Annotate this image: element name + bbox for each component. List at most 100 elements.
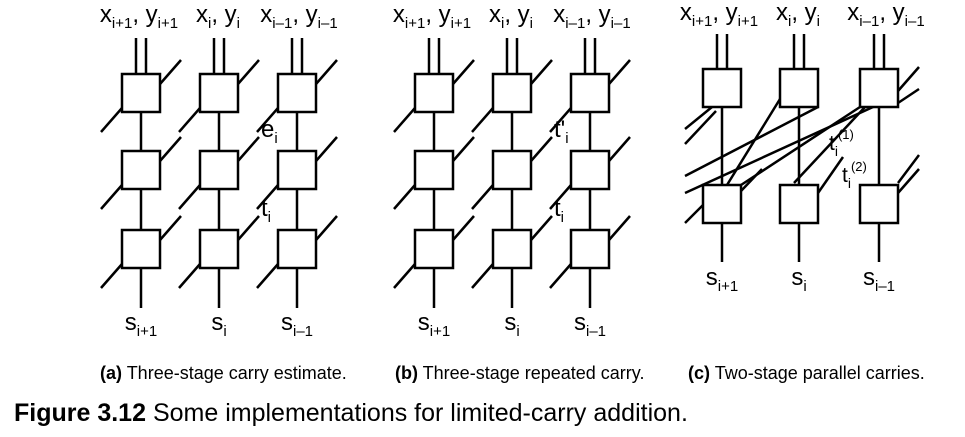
- input-label: xi, yi: [489, 1, 533, 32]
- carry-wire: [608, 59, 631, 85]
- carry-wire: [315, 59, 338, 85]
- carry-wire: [393, 107, 416, 133]
- carry-wire: [897, 66, 920, 92]
- cell-b: [569, 149, 611, 191]
- carry-wire: [549, 184, 572, 210]
- figure-number: Figure 3.12: [14, 399, 146, 427]
- cell-a: [120, 149, 162, 191]
- carry-wire: [684, 105, 819, 178]
- carry-wire: [530, 59, 553, 85]
- carry-wire: [237, 59, 260, 85]
- carry-wire: [684, 106, 713, 130]
- carry-wire: [256, 184, 279, 210]
- circuit-cells: [120, 67, 900, 270]
- carry-wire: [178, 263, 201, 289]
- carry-wire: [684, 110, 717, 145]
- caption-c-letter: (c): [688, 363, 710, 383]
- caption-c: (c) Two-stage parallel carries.: [688, 363, 925, 384]
- input-label: xi+1, yi+1: [680, 0, 758, 30]
- carry-wire: [452, 215, 475, 241]
- carry-wire: [816, 156, 845, 194]
- carry-wire: [793, 106, 866, 184]
- cell-c: [858, 67, 900, 109]
- carry-wire: [897, 87, 920, 105]
- input-label: xi+1, yi+1: [100, 1, 178, 32]
- carry-wire: [471, 107, 494, 133]
- carry-wire: [237, 136, 260, 162]
- input-label: xi–1, yi–1: [847, 0, 924, 30]
- output-label: si–1: [574, 309, 606, 340]
- carry-wire: [452, 59, 475, 85]
- input-label: xi–1, yi–1: [260, 1, 337, 32]
- caption-a-text: Three-stage carry estimate.: [126, 363, 347, 383]
- signal-label: ti(1): [829, 127, 854, 159]
- input-label: xi, yi: [196, 1, 240, 32]
- cell-b: [413, 72, 455, 114]
- caption-a: (a) Three-stage carry estimate.: [100, 363, 347, 384]
- signal-label: t'i: [554, 116, 569, 147]
- cell-b: [413, 149, 455, 191]
- caption-b: (b) Three-stage repeated carry.: [395, 363, 644, 384]
- carry-wire: [530, 215, 553, 241]
- carry-wire: [549, 107, 572, 133]
- carry-wire: [315, 215, 338, 241]
- output-label: si–1: [281, 309, 313, 340]
- output-label: si+1: [706, 264, 738, 295]
- circuit-wires: [100, 34, 920, 308]
- carry-wire: [256, 263, 279, 289]
- carry-wire: [100, 184, 123, 210]
- signal-label: ti: [554, 195, 564, 226]
- cell-a: [276, 149, 318, 191]
- cell-c: [778, 67, 820, 109]
- input-label: xi–1, yi–1: [553, 1, 630, 32]
- cell-b: [491, 228, 533, 270]
- carry-wire: [159, 136, 182, 162]
- signal-label: ti(2): [842, 159, 867, 191]
- cell-a: [276, 228, 318, 270]
- carry-wire: [159, 215, 182, 241]
- cell-c: [858, 183, 900, 225]
- figure-caption: Figure 3.12 Some implementations for lim…: [14, 399, 688, 428]
- carry-wire: [315, 136, 338, 162]
- carry-wire: [452, 136, 475, 162]
- carry-wire: [740, 168, 763, 192]
- carry-wire: [725, 98, 782, 186]
- cell-a: [276, 72, 318, 114]
- cell-b: [413, 228, 455, 270]
- output-label: si: [211, 309, 226, 340]
- output-label: si+1: [418, 309, 450, 340]
- signal-label: ti: [261, 195, 271, 226]
- carry-wire: [608, 215, 631, 241]
- carry-wire: [100, 107, 123, 133]
- carry-wire: [897, 168, 920, 194]
- carry-wire: [256, 107, 279, 133]
- carry-wire: [549, 263, 572, 289]
- cell-a: [198, 72, 240, 114]
- carry-wire: [684, 105, 874, 195]
- cell-b: [491, 72, 533, 114]
- cell-b: [491, 149, 533, 191]
- cell-c: [701, 183, 743, 225]
- output-label: si: [504, 309, 519, 340]
- cell-a: [120, 72, 162, 114]
- cell-c: [701, 67, 743, 109]
- carry-wire: [393, 263, 416, 289]
- carry-wire: [100, 263, 123, 289]
- carry-wire: [178, 184, 201, 210]
- circuit-labels: xi+1, yi+1 xi, yi xi–1, yi–1 si+1 si si–1 ei ti…: [100, 0, 925, 340]
- caption-b-text: Three-stage repeated carry.: [422, 363, 645, 383]
- output-label: si–1: [863, 264, 895, 295]
- carry-wire: [897, 154, 920, 184]
- carry-wire: [159, 59, 182, 85]
- input-label: xi, yi: [776, 0, 820, 30]
- figure-caption-text: Some implementations for limited-carry a…: [152, 399, 688, 427]
- cell-c: [778, 183, 820, 225]
- caption-a-letter: (a): [100, 363, 122, 383]
- carry-wire: [393, 184, 416, 210]
- cell-a: [120, 228, 162, 270]
- carry-wire: [237, 215, 260, 241]
- cell-a: [198, 228, 240, 270]
- cell-b: [569, 72, 611, 114]
- output-label: si: [791, 264, 806, 295]
